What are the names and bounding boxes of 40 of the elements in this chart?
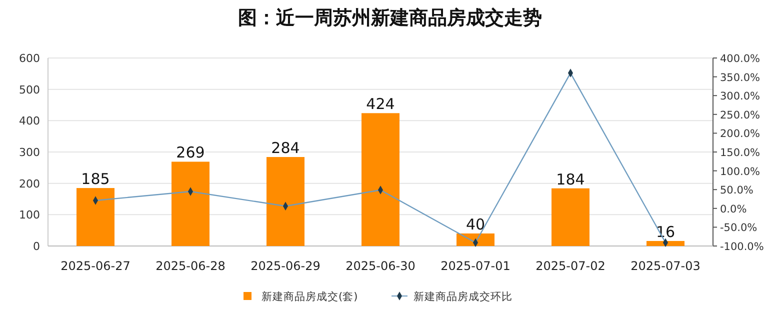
bar (266, 157, 304, 246)
y-tick-label: 200 (19, 177, 40, 190)
y-tick-label: 400 (19, 114, 40, 128)
bar (552, 188, 590, 246)
x-tick-label: 2025-07-02 (536, 259, 606, 273)
y-tick-label: 500 (19, 83, 40, 96)
x-tick-label: 2025-06-27 (60, 259, 130, 273)
x-tick-label: 2025-06-29 (250, 259, 320, 273)
y2-tick-label: 350.0% (720, 72, 760, 84)
data-label: 269 (176, 144, 205, 162)
x-tick-label: 2025-07-03 (630, 259, 700, 273)
x-tick-label: 2025-07-01 (440, 259, 510, 273)
bar (362, 113, 400, 246)
y2-tick-label: 400.0% (720, 53, 760, 65)
y2-tick-label: 150.0% (720, 147, 760, 159)
legend-label: 新建商品房成交(套) (262, 290, 358, 303)
y2-tick-label: -100.0% (720, 241, 764, 253)
chart-title: 图：近一周苏州新建商品房成交走势 (238, 7, 542, 29)
x-tick-label: 2025-06-28 (156, 259, 226, 273)
y2-tick-label: -50.0% (720, 222, 758, 234)
y2-tick-label: 200.0% (720, 128, 760, 140)
y2-tick-label: 100.0% (720, 166, 760, 178)
legend-label: 新建商品房成交环比 (414, 290, 512, 303)
data-label: 424 (366, 95, 395, 114)
y2-tick-label: 300.0% (720, 90, 760, 103)
bar (76, 188, 114, 246)
y-tick-label: 0 (33, 240, 40, 253)
y2-tick-label: 50.0% (720, 184, 754, 197)
y-tick-label: 300 (19, 146, 40, 159)
y2-tick-label: 250.0% (720, 109, 760, 122)
data-label: 40 (466, 215, 486, 234)
data-label: 284 (271, 139, 300, 158)
y-tick-label: 600 (19, 52, 40, 65)
data-label: 184 (556, 170, 585, 188)
bar (172, 162, 210, 246)
data-label: 185 (81, 170, 110, 188)
bar (646, 240, 684, 246)
y-tick-label: 100 (19, 208, 40, 222)
x-tick-label: 2025-06-30 (346, 259, 416, 273)
y2-tick-label: 0.0% (720, 203, 747, 216)
